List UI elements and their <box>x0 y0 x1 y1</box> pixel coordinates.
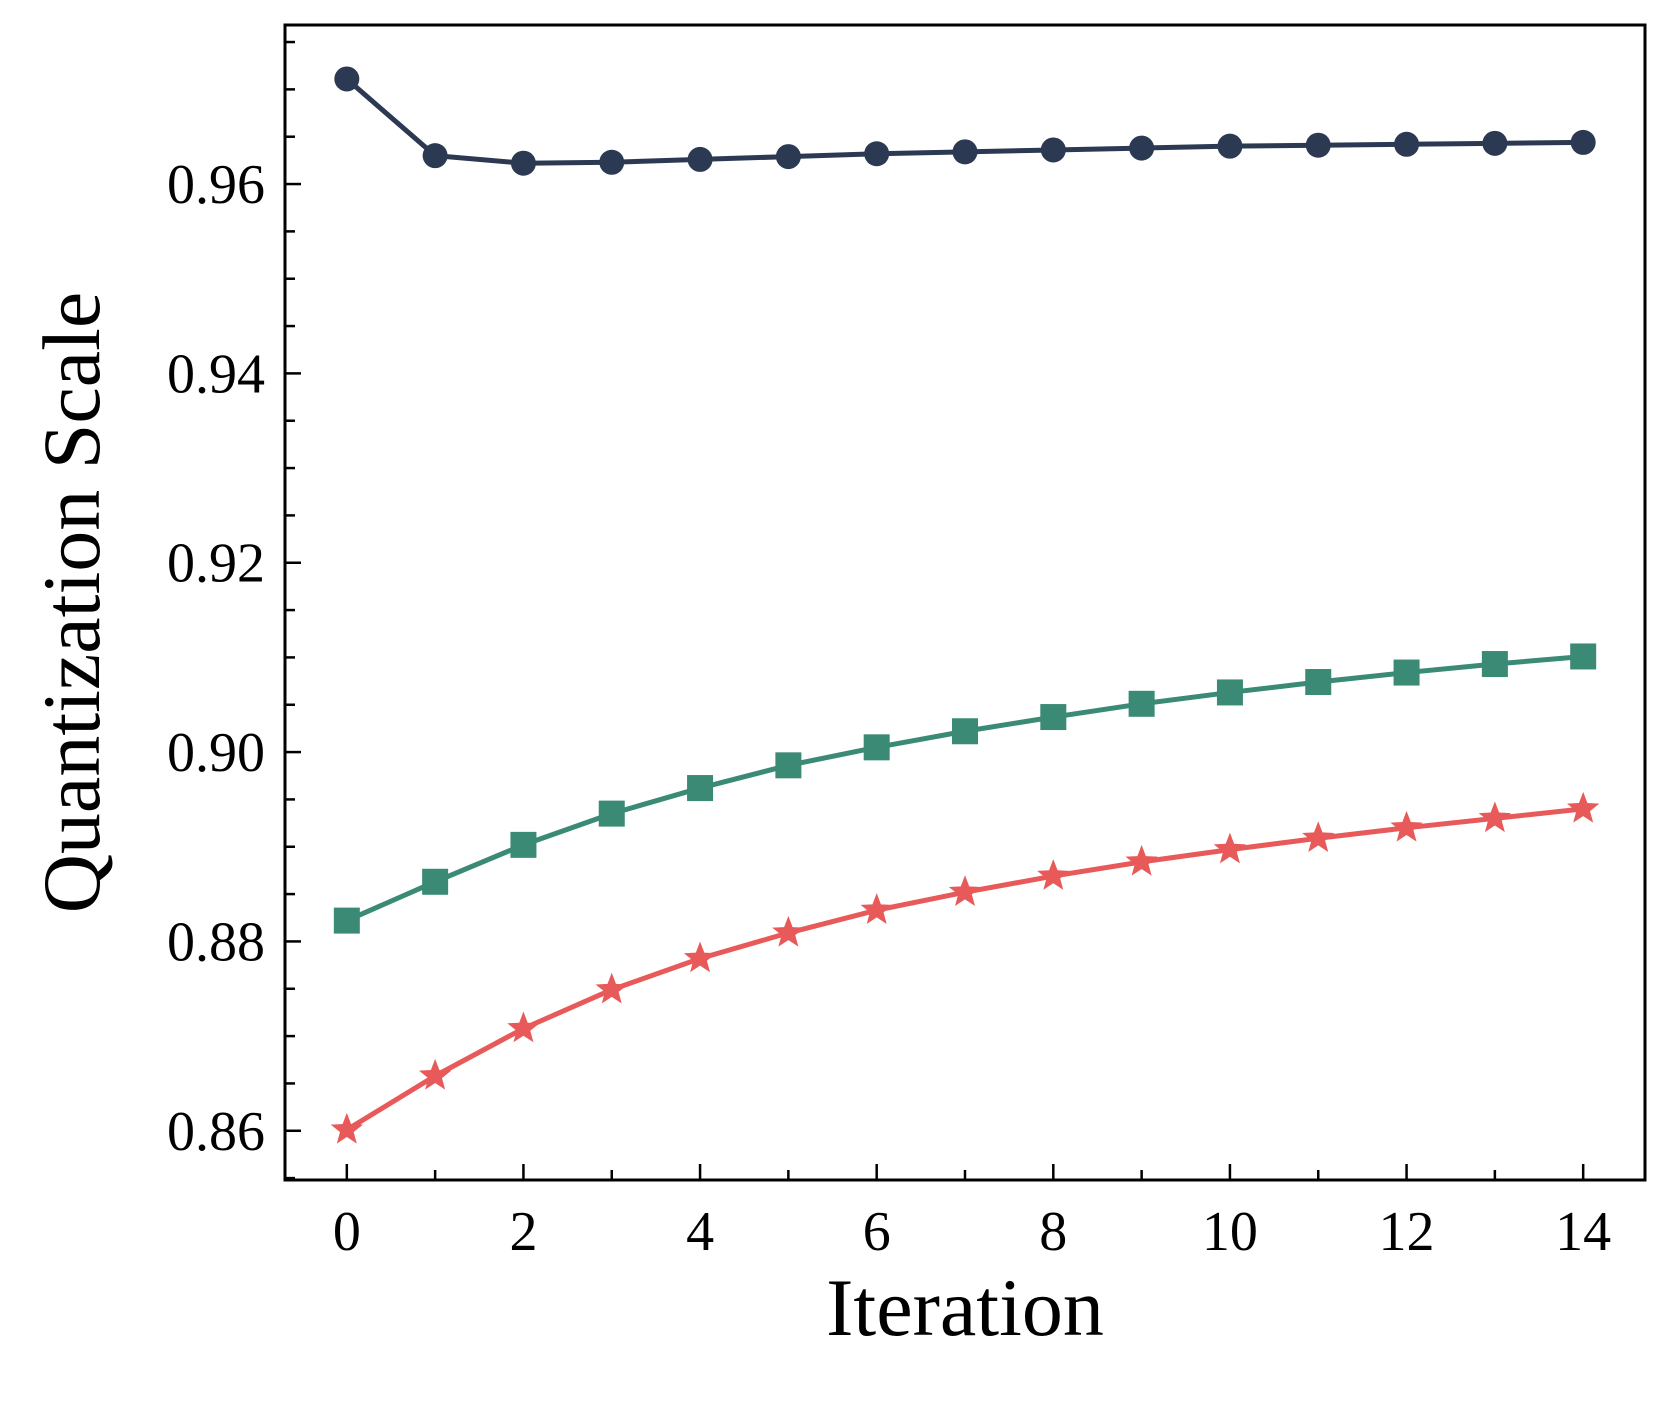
x-axis-title: Iteration <box>826 1262 1104 1353</box>
x-tick-label: 2 <box>509 1201 537 1263</box>
labels-layer: Iteration Quantization Scale 0 2 4 6 8 10 12 14… <box>26 154 1611 1353</box>
star-series <box>330 791 1600 1144</box>
square-series-point <box>1216 679 1243 706</box>
star-series-point <box>1390 810 1423 842</box>
square-series-point <box>1305 669 1332 696</box>
circle-series-point <box>864 141 890 167</box>
circle-series-point <box>1394 131 1420 157</box>
circle-series-point <box>422 143 448 169</box>
circle-series-point <box>1129 135 1155 161</box>
axes-layer <box>283 23 1647 1182</box>
square-series-point <box>422 868 449 895</box>
y-tick-label: 0.86 <box>167 1101 265 1163</box>
star-series-point <box>683 941 717 973</box>
star-series-point <box>418 1058 452 1090</box>
square-series <box>333 643 1597 934</box>
square-series-point <box>1040 704 1067 731</box>
square-series-point <box>510 831 537 858</box>
circle-series-point <box>952 139 978 165</box>
square-series-point <box>1570 643 1597 670</box>
square-series-point <box>775 752 802 779</box>
x-tick-label: 4 <box>686 1201 714 1263</box>
circle-series-point <box>775 144 801 170</box>
star-series-point <box>1037 859 1070 890</box>
star-series-point <box>860 893 893 924</box>
y-tick-label: 0.96 <box>167 154 265 216</box>
star-series-point <box>330 1112 363 1144</box>
circle-series-point <box>1482 130 1508 156</box>
square-series-point <box>598 800 625 827</box>
x-tick-label: 10 <box>1202 1201 1258 1263</box>
star-series-point <box>507 1011 540 1043</box>
series-layer <box>330 66 1600 1144</box>
square-series-point <box>333 907 360 934</box>
y-axis-title: Quantization Scale <box>26 292 117 914</box>
plot-frame <box>283 23 1647 1182</box>
x-tick-label: 14 <box>1555 1201 1611 1263</box>
star-series-point <box>595 972 628 1004</box>
x-tick-label: 12 <box>1379 1201 1435 1263</box>
y-tick-label: 0.92 <box>167 533 265 595</box>
square-series-point <box>1128 690 1155 717</box>
star-series-point <box>1478 801 1512 833</box>
circle-series-point <box>1570 129 1596 155</box>
star-series-point <box>1213 832 1247 864</box>
x-tick-label: 6 <box>863 1201 891 1263</box>
circle-series-point <box>687 146 713 172</box>
square-series-point <box>687 775 714 802</box>
y-tick-label: 0.90 <box>167 722 265 784</box>
x-tick-label: 0 <box>333 1201 361 1263</box>
square-series-point <box>1393 659 1420 686</box>
circle-series <box>334 66 1596 176</box>
y-tick-label: 0.88 <box>167 911 265 973</box>
circle-series-point <box>510 150 536 176</box>
star-series-point <box>772 915 805 947</box>
circle-series-point <box>1217 133 1243 159</box>
star-series-point <box>1125 844 1158 876</box>
star-series-point <box>1567 791 1600 823</box>
square-series-point <box>863 734 890 761</box>
x-tick-label: 8 <box>1039 1201 1067 1263</box>
circle-series-point <box>334 66 360 92</box>
circle-series-point <box>1040 137 1066 163</box>
circle-series-point <box>599 149 625 175</box>
y-tick-label: 0.94 <box>167 343 265 405</box>
star-series-point <box>1302 821 1335 852</box>
circle-series-point <box>1305 132 1331 158</box>
square-series-point <box>1481 651 1508 678</box>
square-series-point <box>952 718 978 745</box>
star-series-point <box>948 875 982 906</box>
